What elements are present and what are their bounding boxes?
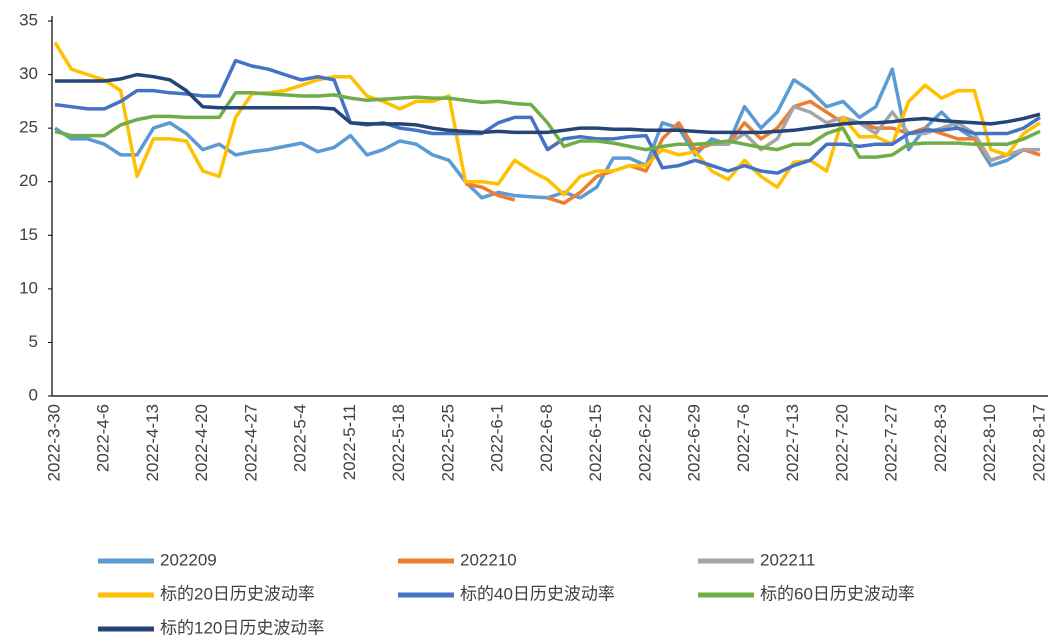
series-line xyxy=(695,104,1040,163)
y-tick-label: 10 xyxy=(19,278,38,297)
y-tick-label: 0 xyxy=(29,385,38,404)
x-tick-label: 2022-7-6 xyxy=(734,404,753,472)
x-tick-label: 2022-8-3 xyxy=(931,404,950,472)
series-line xyxy=(53,41,1041,197)
x-tick-label: 2022-6-8 xyxy=(537,404,556,472)
x-tick-label: 2022-7-27 xyxy=(882,404,901,482)
x-tick-label: 2022-4-27 xyxy=(241,404,260,482)
x-tick-label: 2022-6-29 xyxy=(685,404,704,482)
x-tick-label: 2022-6-15 xyxy=(586,404,605,482)
legend-label: 202209 xyxy=(160,550,217,569)
x-tick-label: 2022-7-20 xyxy=(832,404,851,482)
series-line xyxy=(54,58,1041,175)
x-tick-label: 2022-6-22 xyxy=(635,404,654,482)
x-tick-label: 2022-5-11 xyxy=(340,404,359,480)
legend-label: 202211 xyxy=(760,550,815,569)
legend-label: 标的120日历史波动率 xyxy=(160,618,324,637)
y-tick-label: 25 xyxy=(19,118,38,137)
x-tick-label: 2022-3-30 xyxy=(44,404,63,482)
x-tick-label: 2022-8-10 xyxy=(980,404,999,482)
x-tick-label: 2022-4-13 xyxy=(143,404,162,482)
x-tick-label: 2022-7-13 xyxy=(783,404,802,482)
y-tick-label: 15 xyxy=(19,225,38,244)
x-tick-label: 2022-4-20 xyxy=(192,404,211,482)
x-tick-label: 2022-5-4 xyxy=(291,404,310,472)
y-tick-label: 20 xyxy=(19,171,38,190)
x-tick-label: 2022-4-6 xyxy=(94,404,113,472)
y-tick-label: 35 xyxy=(19,10,38,29)
legend-label: 202210 xyxy=(460,550,517,569)
x-tick-label: 2022-8-17 xyxy=(1029,404,1048,482)
series-line xyxy=(54,91,1041,159)
y-tick-label: 30 xyxy=(19,64,38,83)
x-tick-label: 2022-5-18 xyxy=(389,404,408,482)
series-line xyxy=(55,72,1041,135)
legend-label: 标的60日历史波动率 xyxy=(760,584,915,603)
legend-label: 标的20日历史波动率 xyxy=(160,584,315,603)
x-tick-label: 2022-5-25 xyxy=(438,404,457,482)
x-tick-label: 2022-6-1 xyxy=(488,404,507,472)
y-tick-label: 5 xyxy=(29,332,38,351)
legend-label: 标的40日历史波动率 xyxy=(460,584,615,603)
